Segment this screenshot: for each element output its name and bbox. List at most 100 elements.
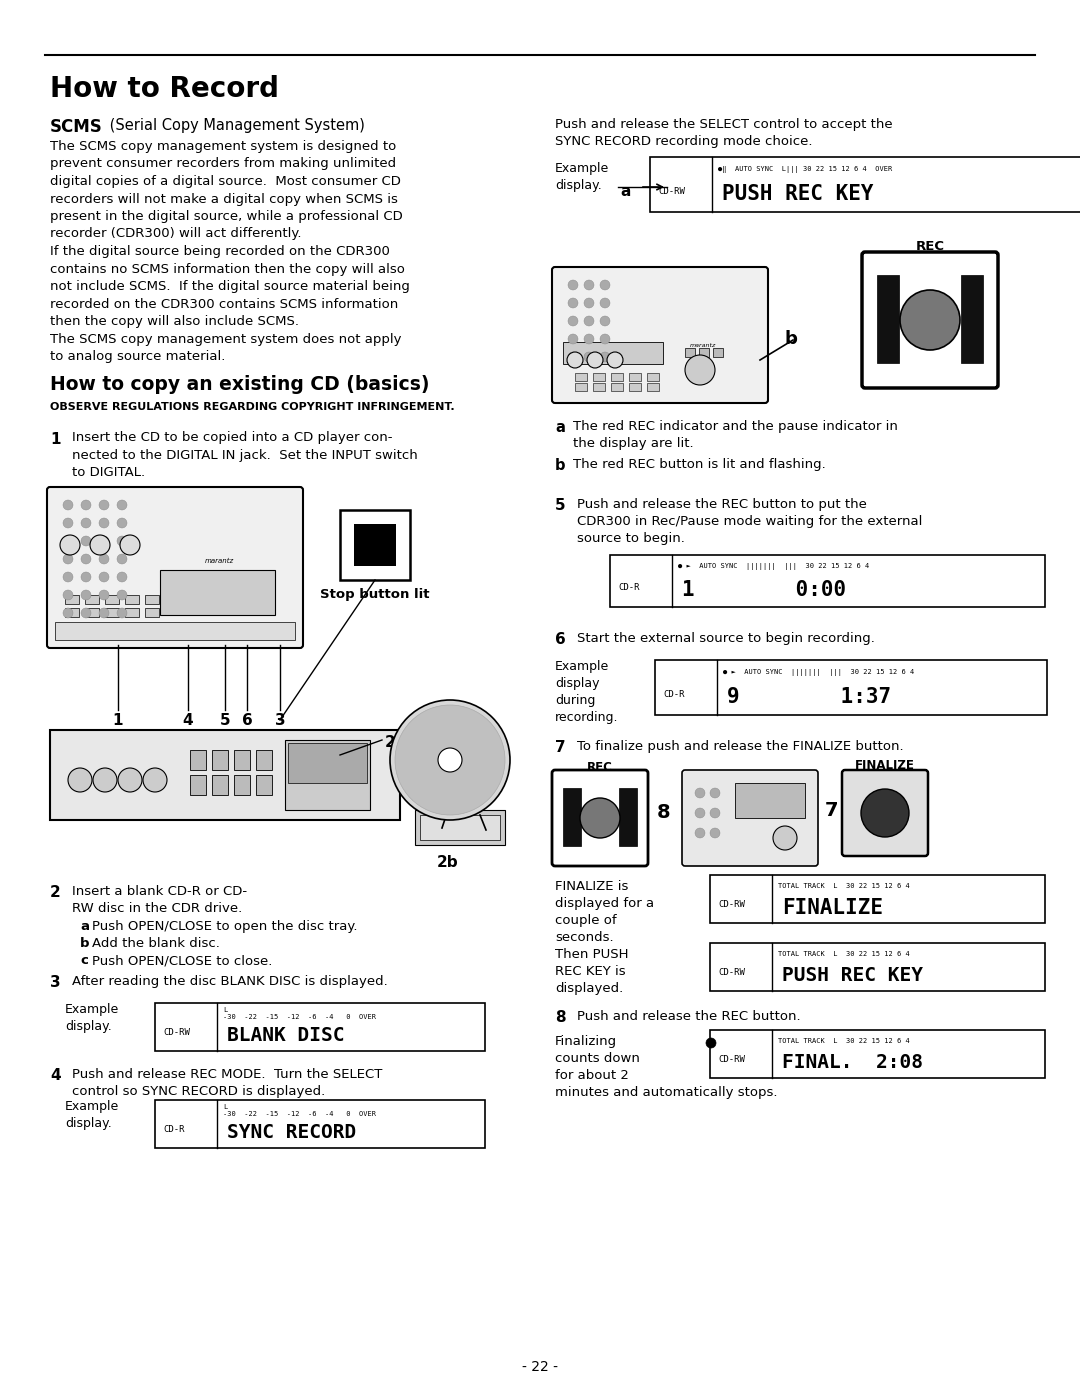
Text: a: a <box>555 420 565 434</box>
Bar <box>105 608 119 617</box>
Bar <box>619 788 637 847</box>
Bar <box>212 775 228 795</box>
Bar <box>685 348 696 358</box>
Bar <box>160 570 275 615</box>
Bar <box>710 875 1045 923</box>
Text: during: during <box>555 694 595 707</box>
Text: 6: 6 <box>555 631 566 647</box>
Circle shape <box>706 1038 716 1048</box>
Text: Push and release REC MODE.  Turn the SELECT: Push and release REC MODE. Turn the SELE… <box>72 1067 382 1081</box>
Text: 3: 3 <box>50 975 60 990</box>
Text: SYNC RECORD: SYNC RECORD <box>227 1123 356 1143</box>
Text: TOTAL TRACK  L  30 22 15 12 6 4: TOTAL TRACK L 30 22 15 12 6 4 <box>778 950 909 957</box>
Circle shape <box>584 352 594 362</box>
Circle shape <box>584 334 594 344</box>
Text: Example: Example <box>555 162 609 175</box>
Text: RW disc in the CDR drive.: RW disc in the CDR drive. <box>72 902 242 915</box>
Bar <box>563 342 663 365</box>
Circle shape <box>696 807 705 819</box>
Text: nected to the DIGITAL IN jack.  Set the INPUT switch: nected to the DIGITAL IN jack. Set the I… <box>72 448 418 461</box>
Text: ● ►  AUTO SYNC  |||||||  |||  30 22 15 12 6 4: ● ► AUTO SYNC ||||||| ||| 30 22 15 12 6 … <box>678 563 869 570</box>
Bar <box>156 1099 485 1148</box>
Circle shape <box>600 279 610 291</box>
Bar <box>85 608 99 617</box>
Text: Insert the CD to be copied into a CD player con-: Insert the CD to be copied into a CD pla… <box>72 432 392 444</box>
Text: Finalizing: Finalizing <box>555 1035 617 1048</box>
Text: L
-30  -22  -15  -12  -6  -4   0  OVER: L -30 -22 -15 -12 -6 -4 0 OVER <box>222 1007 376 1020</box>
Text: seconds.: seconds. <box>555 930 613 944</box>
Text: Push OPEN/CLOSE to open the disc tray.: Push OPEN/CLOSE to open the disc tray. <box>92 921 357 933</box>
Bar <box>156 1003 485 1051</box>
Text: SYNC RECORD recording mode choice.: SYNC RECORD recording mode choice. <box>555 136 812 148</box>
Circle shape <box>600 298 610 307</box>
Circle shape <box>568 352 578 362</box>
Circle shape <box>900 291 960 351</box>
Text: for about 2: for about 2 <box>555 1069 629 1083</box>
Text: displayed for a: displayed for a <box>555 897 654 909</box>
Text: How to Record: How to Record <box>50 75 279 103</box>
Text: L
-30  -22  -15  -12  -6  -4   0  OVER: L -30 -22 -15 -12 -6 -4 0 OVER <box>222 1104 376 1118</box>
Bar <box>575 373 588 381</box>
Text: Add the blank disc.: Add the blank disc. <box>92 937 220 950</box>
Text: Push and release the REC button.: Push and release the REC button. <box>577 1010 800 1023</box>
Circle shape <box>93 768 117 792</box>
Circle shape <box>600 352 610 362</box>
Circle shape <box>117 571 127 583</box>
Text: BLANK DISC: BLANK DISC <box>227 1027 345 1045</box>
Circle shape <box>99 608 109 617</box>
Text: - 22 -: - 22 - <box>522 1361 558 1375</box>
Text: PUSH REC KEY: PUSH REC KEY <box>782 967 923 985</box>
Circle shape <box>81 608 91 617</box>
Text: If the digital source being recorded on the CDR300: If the digital source being recorded on … <box>50 244 390 258</box>
Text: 4: 4 <box>50 1067 60 1083</box>
Circle shape <box>63 518 73 528</box>
Text: How to copy an existing CD (basics): How to copy an existing CD (basics) <box>50 376 430 394</box>
Text: couple of: couple of <box>555 914 617 928</box>
Text: After reading the disc BLANK DISC is displayed.: After reading the disc BLANK DISC is dis… <box>72 975 388 988</box>
Circle shape <box>143 768 167 792</box>
Text: CD-R: CD-R <box>163 1125 185 1134</box>
Circle shape <box>117 608 127 617</box>
Text: FINALIZE: FINALIZE <box>782 898 883 918</box>
Bar <box>647 373 659 381</box>
Text: To finalize push and release the FINALIZE button.: To finalize push and release the FINALIZ… <box>577 740 904 753</box>
Circle shape <box>685 355 715 386</box>
Text: CD-R: CD-R <box>618 583 639 592</box>
Text: prevent consumer recorders from making unlimited: prevent consumer recorders from making u… <box>50 158 396 170</box>
Circle shape <box>99 518 109 528</box>
Text: Then PUSH: Then PUSH <box>555 949 629 961</box>
Circle shape <box>710 788 720 798</box>
Text: recording.: recording. <box>555 711 619 724</box>
Bar <box>629 373 642 381</box>
Text: REC: REC <box>916 240 945 253</box>
Circle shape <box>99 555 109 564</box>
Bar <box>699 348 708 358</box>
Text: CD-RW: CD-RW <box>163 1028 190 1037</box>
Bar <box>650 156 1080 212</box>
Text: marantz: marantz <box>690 344 716 348</box>
Text: digital copies of a digital source.  Most consumer CD: digital copies of a digital source. Most… <box>50 175 401 189</box>
Text: Example: Example <box>555 659 609 673</box>
Bar <box>415 810 505 845</box>
Bar <box>340 510 410 580</box>
Circle shape <box>60 535 80 555</box>
Circle shape <box>438 747 462 773</box>
Circle shape <box>63 555 73 564</box>
Text: Push and release the SELECT control to accept the: Push and release the SELECT control to a… <box>555 117 893 131</box>
Circle shape <box>68 768 92 792</box>
Circle shape <box>568 279 578 291</box>
Circle shape <box>81 536 91 546</box>
Text: TOTAL TRACK  L  30 22 15 12 6 4: TOTAL TRACK L 30 22 15 12 6 4 <box>778 1038 909 1044</box>
Bar <box>710 943 1045 990</box>
Text: 9        1:37: 9 1:37 <box>727 687 891 707</box>
Circle shape <box>99 536 109 546</box>
Text: FINALIZE is: FINALIZE is <box>555 880 629 893</box>
Text: The SCMS copy management system is designed to: The SCMS copy management system is desig… <box>50 140 396 154</box>
Bar <box>256 775 272 795</box>
Text: CD-R: CD-R <box>663 690 685 698</box>
Text: to DIGITAL.: to DIGITAL. <box>72 465 145 479</box>
Bar <box>234 775 249 795</box>
Circle shape <box>63 608 73 617</box>
Text: OBSERVE REGULATIONS REGARDING COPYRIGHT INFRINGEMENT.: OBSERVE REGULATIONS REGARDING COPYRIGHT … <box>50 401 455 412</box>
Circle shape <box>90 535 110 555</box>
